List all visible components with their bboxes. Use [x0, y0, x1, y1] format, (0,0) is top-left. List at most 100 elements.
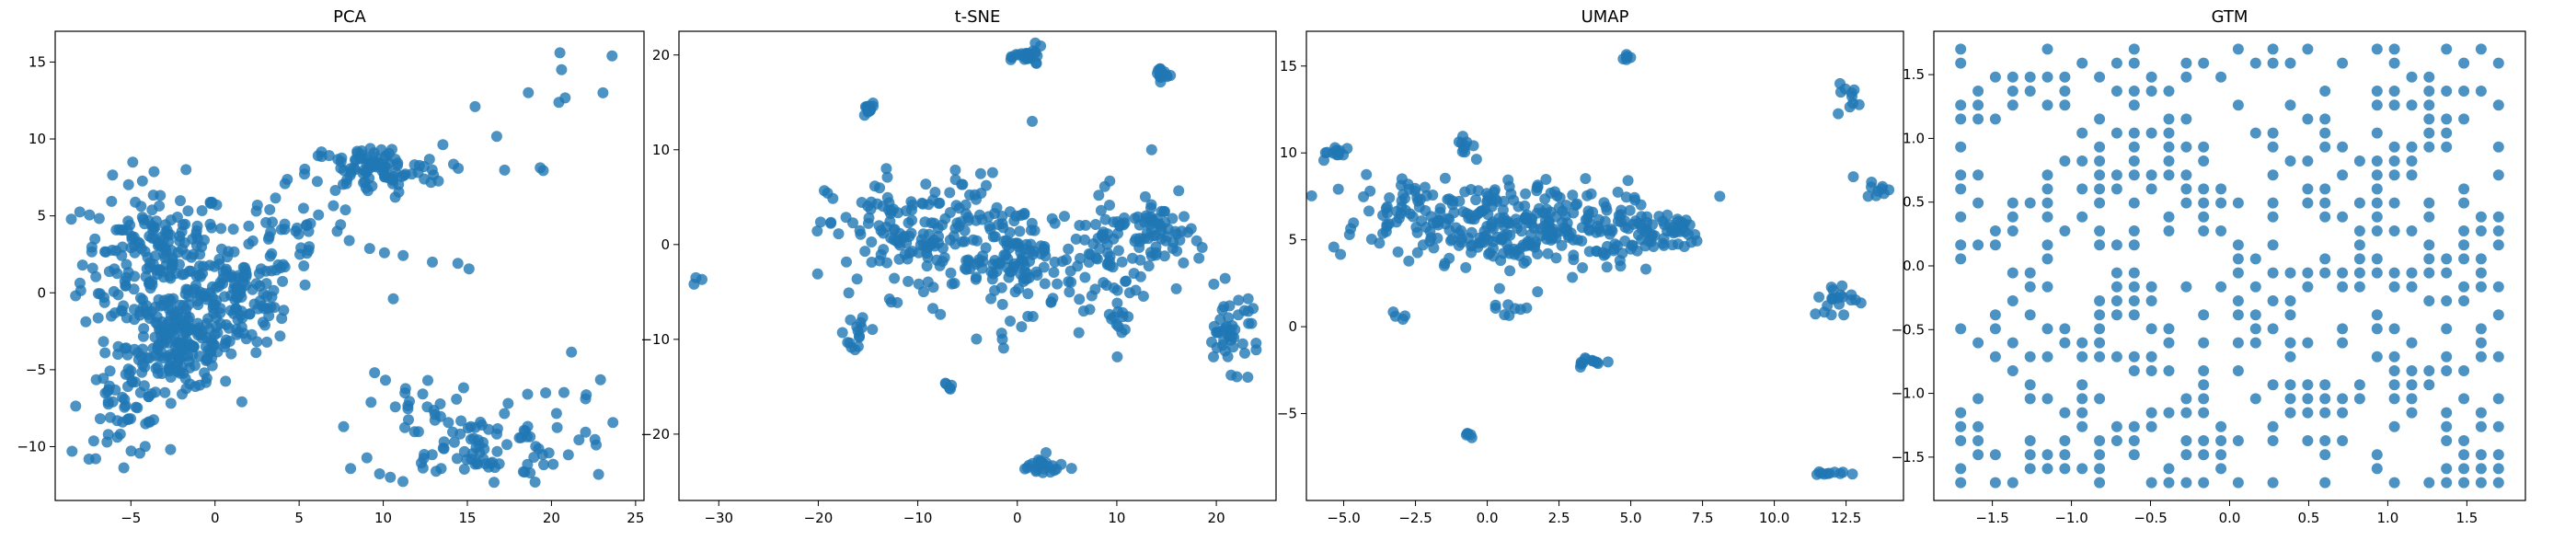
scatter-point — [1074, 293, 1086, 305]
scatter-point — [2302, 267, 2314, 279]
scatter-point — [866, 236, 878, 247]
scatter-point — [2215, 449, 2227, 461]
scatter-point — [2145, 365, 2157, 376]
scatter-point — [1585, 188, 1597, 200]
scatter-point — [2145, 323, 2157, 335]
scatter-point — [182, 205, 194, 217]
scatter-point — [2284, 295, 2296, 306]
scatter-point — [825, 216, 837, 228]
scatter-point — [946, 278, 958, 290]
scatter-point — [920, 178, 932, 190]
scatter-point — [1836, 291, 1848, 303]
scatter-point — [1512, 201, 1524, 213]
scatter-point — [255, 263, 267, 275]
scatter-point — [408, 426, 420, 438]
scatter-point — [438, 436, 450, 448]
scatter-point — [2475, 407, 2487, 419]
scatter-point — [2319, 197, 2331, 209]
scatter-point — [275, 224, 287, 236]
scatter-point — [335, 219, 347, 231]
scatter-point — [1625, 243, 1637, 255]
scatter-point — [1041, 447, 1052, 458]
scatter-point — [2371, 309, 2383, 321]
scatter-point — [1517, 239, 1529, 251]
scatter-point — [1538, 220, 1550, 232]
scatter-point — [2475, 281, 2487, 293]
scatter-point — [217, 266, 229, 278]
scatter-point — [165, 397, 177, 409]
scatter-point — [2024, 71, 2036, 83]
scatter-point — [1541, 203, 1553, 215]
scatter-point — [974, 167, 986, 179]
scatter-point — [94, 413, 106, 425]
scatter-point — [1447, 195, 1459, 207]
scatter-point — [888, 224, 900, 236]
scatter-point — [501, 439, 512, 451]
scatter-point — [948, 230, 960, 242]
scatter-point — [360, 182, 372, 194]
scatter-point — [1102, 247, 1114, 259]
scatter-point — [2232, 477, 2244, 489]
scatter-point — [469, 100, 481, 112]
scatter-point — [455, 415, 467, 427]
scatter-point — [2094, 183, 2106, 195]
scatter-point — [2215, 197, 2227, 209]
scatter-point — [177, 269, 189, 281]
scatter-point — [856, 197, 868, 208]
scatter-point — [90, 270, 102, 282]
scatter-point — [2128, 86, 2140, 97]
scatter-point — [1015, 247, 1027, 259]
scatter-point — [119, 401, 131, 413]
scatter-point — [98, 296, 110, 308]
scatter-point — [243, 220, 255, 232]
scatter-point — [1419, 181, 1431, 193]
scatter-point — [2406, 155, 2418, 167]
scatter-point — [397, 249, 409, 261]
scatter-point — [1972, 337, 1984, 349]
scatter-point — [1161, 71, 1173, 83]
scatter-point — [2458, 463, 2470, 475]
scatter-point — [2441, 141, 2453, 153]
scatter-point — [2128, 435, 2140, 446]
scatter-point — [2353, 239, 2365, 251]
scatter-point — [2423, 295, 2435, 306]
scatter-point — [2110, 309, 2122, 321]
scatter-point — [2492, 351, 2504, 362]
scatter-point — [1470, 154, 1482, 166]
y-tick-label: −1.5 — [1892, 449, 1925, 466]
scatter-point — [2267, 295, 2279, 306]
scatter-point — [819, 185, 830, 197]
scatter-point — [76, 259, 88, 271]
scatter-point — [2492, 309, 2504, 321]
scatter-point — [173, 353, 185, 365]
scatter-point — [2441, 253, 2453, 265]
scatter-point — [1520, 188, 1532, 200]
scatter-point — [2128, 99, 2140, 111]
scatter-point — [270, 264, 282, 276]
scatter-point — [2180, 183, 2192, 195]
scatter-point — [597, 86, 609, 98]
scatter-point — [158, 299, 170, 311]
scatter-point — [1577, 262, 1589, 273]
scatter-point — [205, 334, 217, 346]
scatter-point — [1567, 190, 1579, 201]
scatter-point — [538, 459, 549, 471]
scatter-point — [1813, 466, 1825, 477]
scatter-point — [1955, 463, 1967, 475]
scatter-point — [2198, 365, 2210, 376]
x-tick-label: 0.0 — [1477, 510, 1499, 526]
scatter-point — [113, 224, 125, 236]
scatter-point — [2388, 141, 2400, 153]
scatter-point — [1208, 351, 1219, 362]
scatter-point — [594, 374, 606, 385]
scatter-point — [2371, 267, 2383, 279]
scatter-point — [2041, 281, 2053, 293]
scatter-point — [2198, 337, 2210, 349]
x-tick-label: 0 — [211, 510, 220, 526]
scatter-point — [1606, 225, 1618, 236]
scatter-point — [1139, 216, 1151, 228]
scatter-point — [448, 436, 460, 448]
scatter-point — [2163, 127, 2175, 139]
y-tick-label: 10 — [652, 142, 670, 158]
